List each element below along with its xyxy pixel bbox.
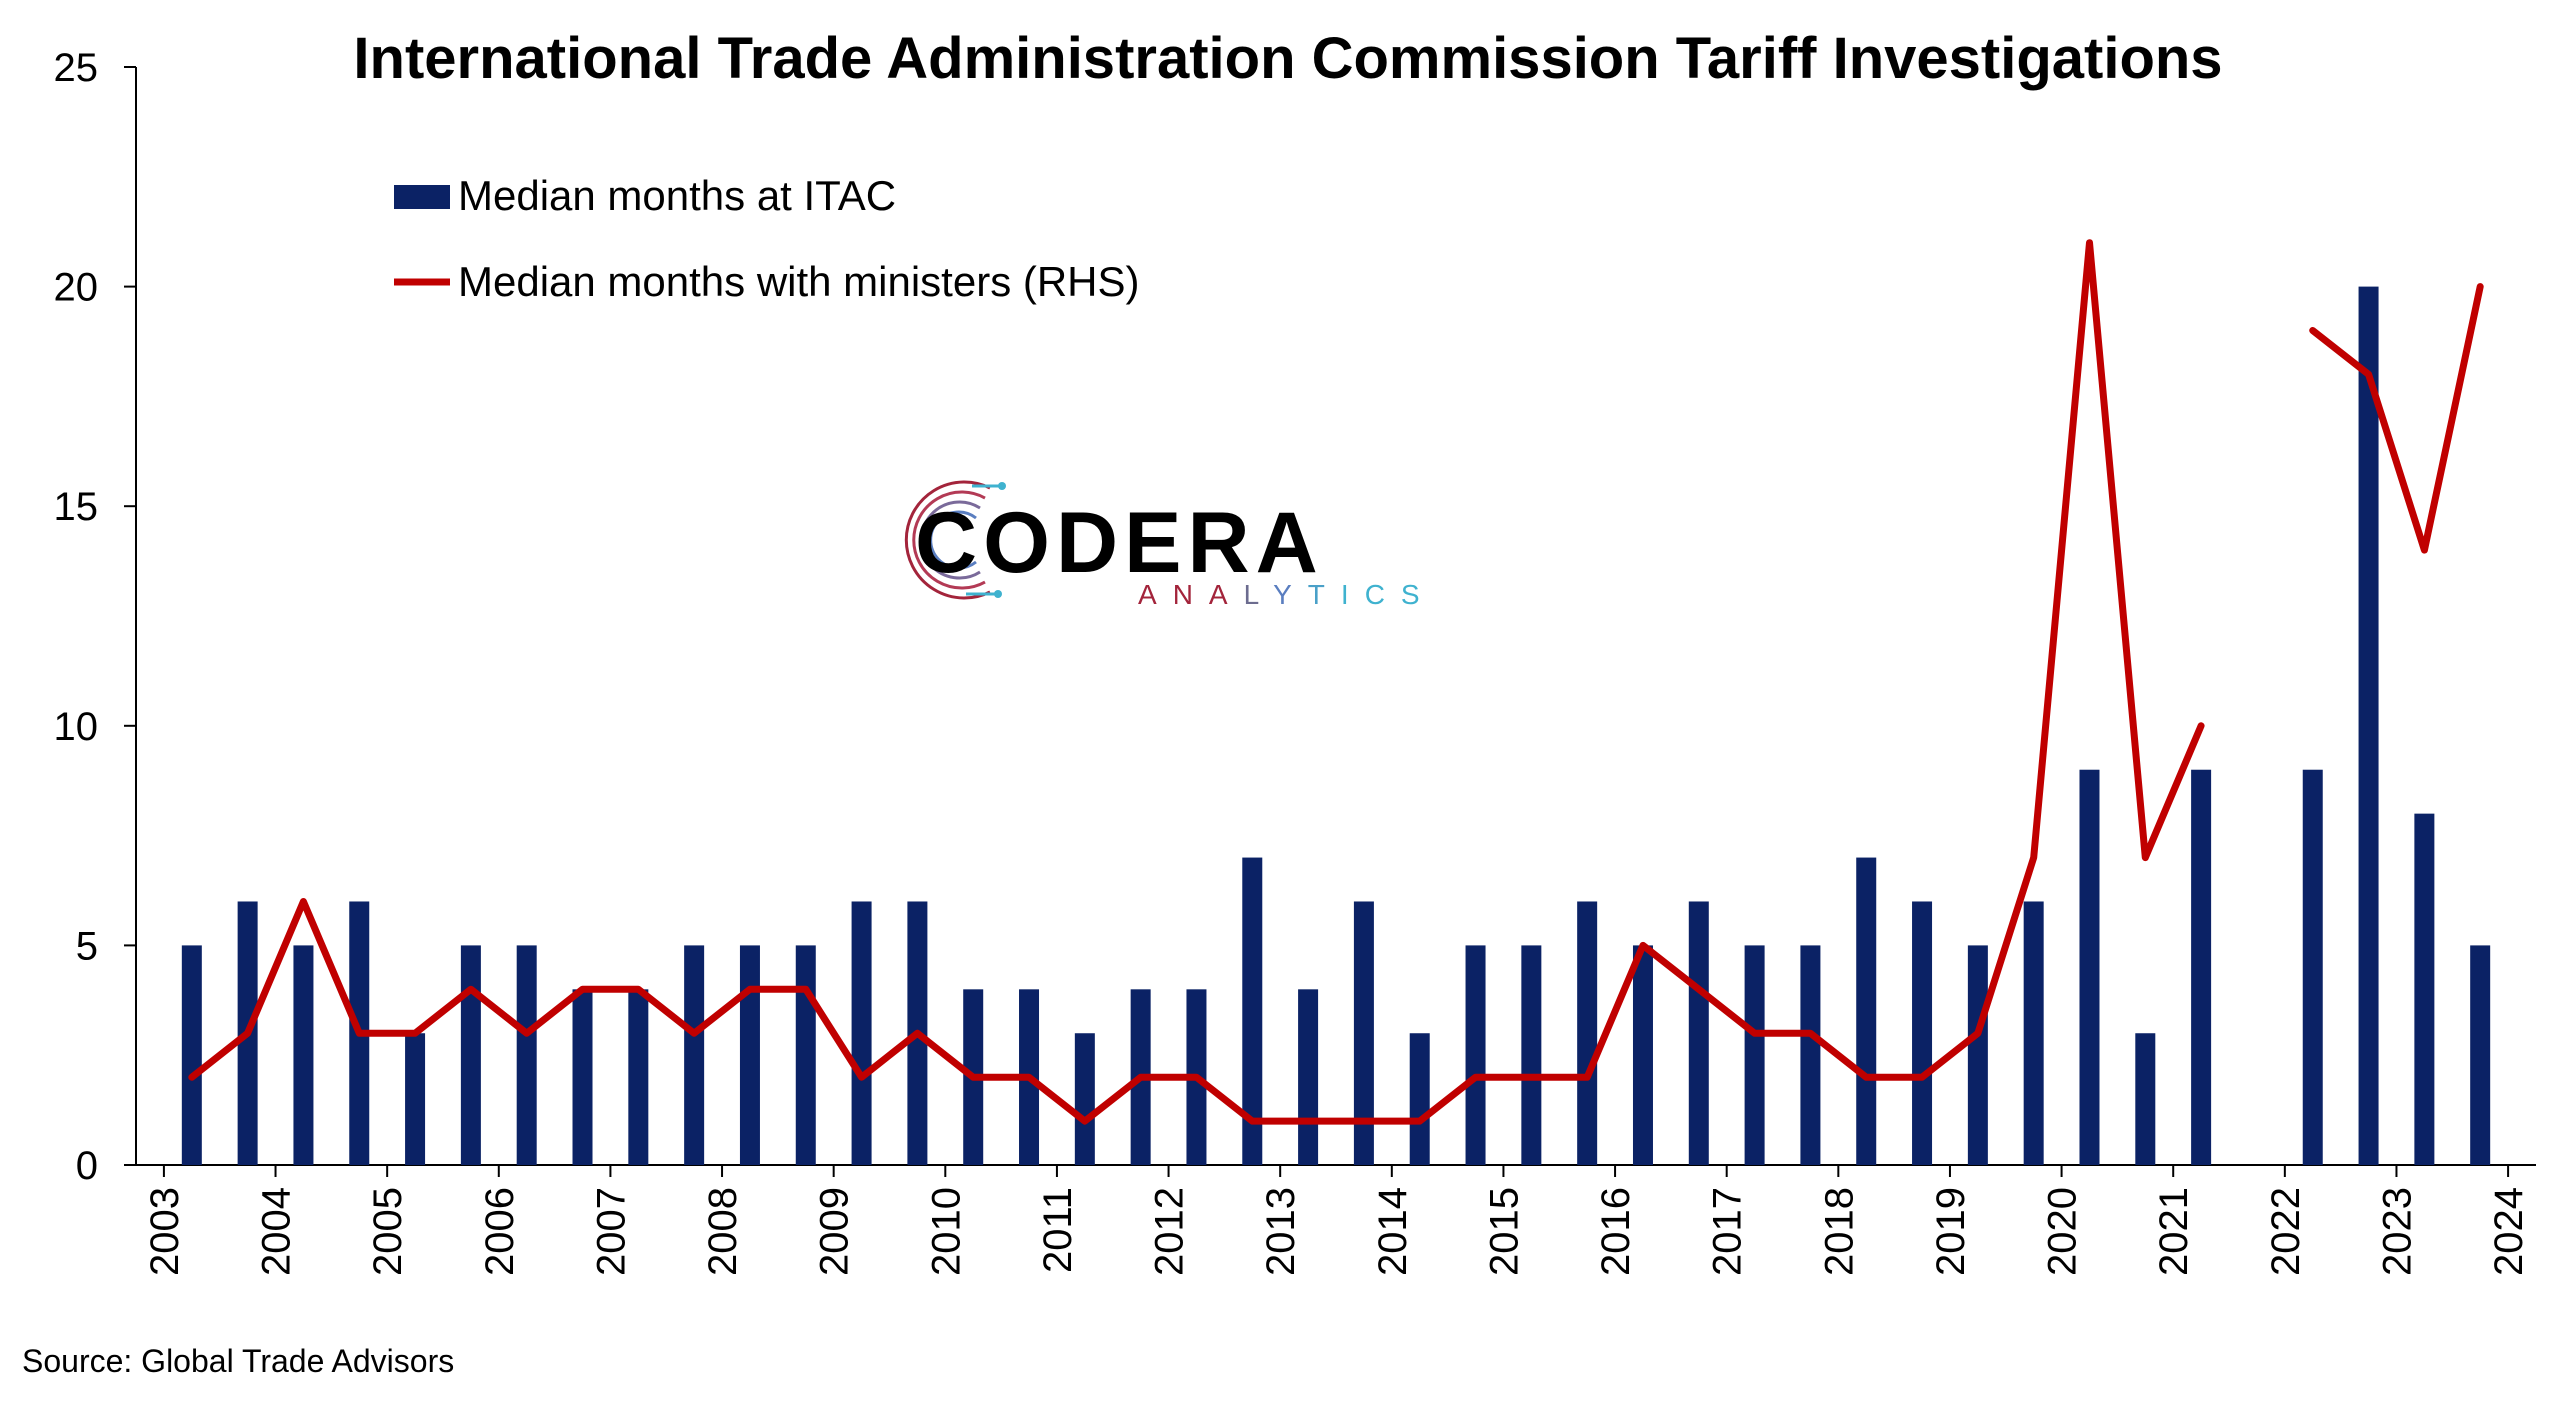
x-tick-label: 2024 <box>2487 1187 2531 1276</box>
line-segment <box>188 239 2205 1125</box>
x-tick-label: 2016 <box>1594 1187 1638 1276</box>
logo-subtitle-letter: S <box>1401 579 1436 610</box>
y-tick-label: 15 <box>54 485 99 529</box>
source-note: Source: Global Trade Advisors <box>22 1343 454 1379</box>
bar <box>851 901 872 1165</box>
x-tick-label: 2019 <box>1929 1187 1973 1276</box>
logo-subtitle: ANALYTICS <box>1138 579 1436 610</box>
logo-mark-icon <box>904 480 1006 600</box>
line-segment <box>2309 283 2484 554</box>
y-tick-label: 25 <box>54 46 99 90</box>
bar <box>1074 1033 1095 1165</box>
x-tick-label: 2022 <box>2264 1187 2308 1276</box>
bar <box>181 945 202 1165</box>
logo-wordmark: CODERA <box>915 495 1324 591</box>
bar <box>1521 945 1542 1165</box>
y-tick-label: 5 <box>76 924 98 968</box>
bar <box>1800 945 1821 1165</box>
bar <box>2135 1033 2156 1165</box>
x-tick-label: 2004 <box>255 1187 299 1276</box>
bar <box>516 945 537 1165</box>
x-tick-label: 2014 <box>1371 1187 1415 1276</box>
logo-subtitle-letter: A <box>1138 579 1173 610</box>
x-tick-label: 2023 <box>2375 1187 2419 1276</box>
legend-label-bar: Median months at ITAC <box>458 172 896 219</box>
bar <box>1298 989 1319 1165</box>
x-tick-label: 2021 <box>2152 1187 2196 1276</box>
x-tick-label: 2013 <box>1259 1187 1303 1276</box>
bar <box>739 945 760 1165</box>
logo-subtitle-letter: Y <box>1273 579 1308 610</box>
x-tick-label: 2006 <box>478 1187 522 1276</box>
logo-subtitle-letter: T <box>1308 579 1341 610</box>
legend-swatch-bar <box>394 185 450 209</box>
x-tick-label: 2008 <box>701 1187 745 1276</box>
bar <box>2023 901 2044 1165</box>
x-tick-label: 2018 <box>1817 1187 1861 1276</box>
bar <box>684 945 705 1165</box>
bar <box>572 989 593 1165</box>
logo-subtitle-letter: N <box>1173 579 1209 610</box>
y-tick-label: 0 <box>76 1144 98 1188</box>
bar <box>1465 945 1486 1165</box>
bar <box>1353 901 1374 1165</box>
x-tick-label: 2009 <box>813 1187 857 1276</box>
bar <box>1744 945 1765 1165</box>
codera-logo: CODERA ANALYTICS <box>904 480 1436 610</box>
logo-subtitle-letter: L <box>1244 579 1274 610</box>
bar <box>405 1033 426 1165</box>
bar <box>1409 1033 1430 1165</box>
y-axis: 0 5 10 15 20 25 <box>54 46 137 1188</box>
legend: Median months at ITAC Median months with… <box>394 172 1140 305</box>
x-tick-label: 2011 <box>1036 1187 1080 1273</box>
bar <box>293 945 314 1165</box>
bar <box>2470 945 2491 1165</box>
logo-subtitle-letter: I <box>1341 579 1365 610</box>
bar <box>2191 769 2212 1165</box>
bar <box>1577 901 1598 1165</box>
x-tick-label: 2007 <box>589 1187 633 1276</box>
bar <box>2079 769 2100 1165</box>
bar <box>460 945 481 1165</box>
bar <box>2302 769 2323 1165</box>
x-tick-label: 2003 <box>143 1187 187 1276</box>
x-tick-label: 2005 <box>366 1187 410 1276</box>
line-series <box>188 239 2484 1125</box>
x-axis: 2003 2004 2005 2006 2007 2008 2009 2010 2011 2012… <box>136 1164 2536 1276</box>
bar <box>628 989 649 1165</box>
bar <box>1856 857 1877 1165</box>
y-tick-label: 10 <box>54 705 99 749</box>
bar <box>2358 286 2379 1166</box>
logo-subtitle-letter: C <box>1365 579 1401 610</box>
bar <box>1967 945 1988 1165</box>
x-tick-label: 2020 <box>2041 1187 2085 1276</box>
chart-title: International Trade Administration Commi… <box>353 26 2222 91</box>
x-tick-label: 2015 <box>1482 1187 1526 1276</box>
x-tick-label: 2012 <box>1148 1187 1192 1276</box>
bar <box>2414 813 2435 1165</box>
bar <box>1632 945 1653 1165</box>
y-tick-label: 20 <box>54 266 99 310</box>
legend-label-line: Median months with ministers (RHS) <box>458 258 1140 305</box>
x-tick-label: 2010 <box>924 1187 968 1276</box>
bar <box>1242 857 1263 1165</box>
bar <box>1912 901 1933 1165</box>
bar <box>795 945 816 1165</box>
logo-subtitle-letter: A <box>1209 579 1244 610</box>
bar <box>1688 901 1709 1165</box>
x-tick-label: 2017 <box>1706 1187 1750 1276</box>
